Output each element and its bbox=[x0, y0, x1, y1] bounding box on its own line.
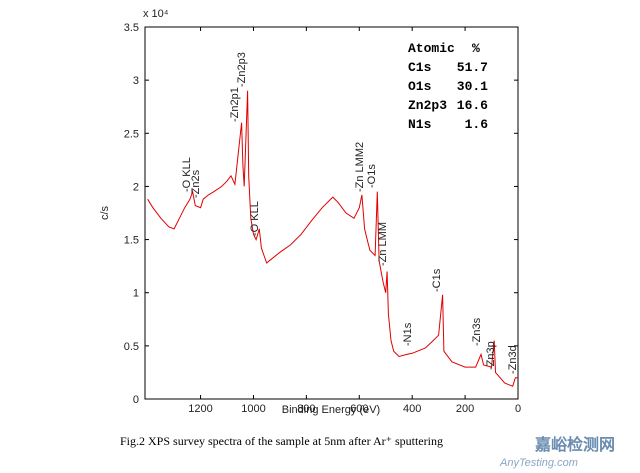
peak-label: -O1s bbox=[366, 164, 378, 188]
peak-label: -Zn3d bbox=[507, 345, 519, 374]
watermark: 嘉峪检测网 bbox=[534, 435, 615, 454]
table-value: 1.6 bbox=[465, 117, 489, 132]
peak-label: -Zn2p3 bbox=[236, 52, 248, 87]
watermark: AnyTesting.com bbox=[499, 457, 578, 469]
table-value: 16.6 bbox=[457, 98, 488, 113]
y-tick-label: 0 bbox=[133, 394, 139, 406]
y-tick-label: 2.5 bbox=[124, 128, 139, 140]
spectrum-line bbox=[147, 90, 518, 387]
y-tick-label: 1.5 bbox=[124, 235, 139, 247]
peak-label: -Zn LMM bbox=[377, 222, 389, 266]
peak-label: -C1s bbox=[431, 268, 443, 292]
table-label: Zn2p3 bbox=[408, 98, 447, 113]
y-tick-label: 2 bbox=[133, 181, 139, 193]
peak-label: -Zn3p bbox=[485, 341, 497, 370]
peak-label: -Zn2s bbox=[190, 169, 202, 198]
table-label: N1s bbox=[408, 117, 432, 132]
x-axis-label: Binding Energy (eV) bbox=[282, 404, 380, 416]
table-header: % bbox=[472, 41, 480, 56]
peak-label: -O KLL bbox=[181, 157, 193, 192]
y-tick-label: 1 bbox=[133, 288, 139, 300]
x-tick-label: 800 bbox=[297, 403, 315, 415]
y-multiplier: x 10⁴ bbox=[143, 8, 169, 20]
caption: Fig.2 XPS survey spectra of the sample a… bbox=[120, 434, 443, 448]
table-label: O1s bbox=[408, 79, 432, 94]
y-tick-label: 0.5 bbox=[124, 341, 139, 353]
x-tick-label: 1000 bbox=[241, 403, 265, 415]
x-tick-label: 1200 bbox=[188, 403, 212, 415]
x-tick-label: 200 bbox=[456, 403, 474, 415]
x-tick-label: 600 bbox=[350, 403, 368, 415]
peak-label: -N1s bbox=[402, 322, 414, 346]
peak-label: -O KLL bbox=[249, 201, 261, 236]
x-tick-label: 400 bbox=[403, 403, 421, 415]
peak-label: -Zn2p1 bbox=[229, 87, 241, 122]
y-tick-label: 3.5 bbox=[124, 22, 139, 34]
table-value: 30.1 bbox=[457, 79, 488, 94]
peak-label: -Zn3s bbox=[471, 317, 483, 346]
plot-frame bbox=[144, 26, 519, 400]
y-tick-label: 3 bbox=[133, 75, 139, 87]
peak-label: -Zn LMM2 bbox=[354, 142, 366, 192]
y-axis-label: c/s bbox=[99, 205, 111, 220]
table-header: Atomic bbox=[408, 41, 455, 56]
x-tick-label: 0 bbox=[515, 403, 521, 415]
table-value: 51.7 bbox=[457, 60, 488, 75]
table-label: C1s bbox=[408, 60, 432, 75]
